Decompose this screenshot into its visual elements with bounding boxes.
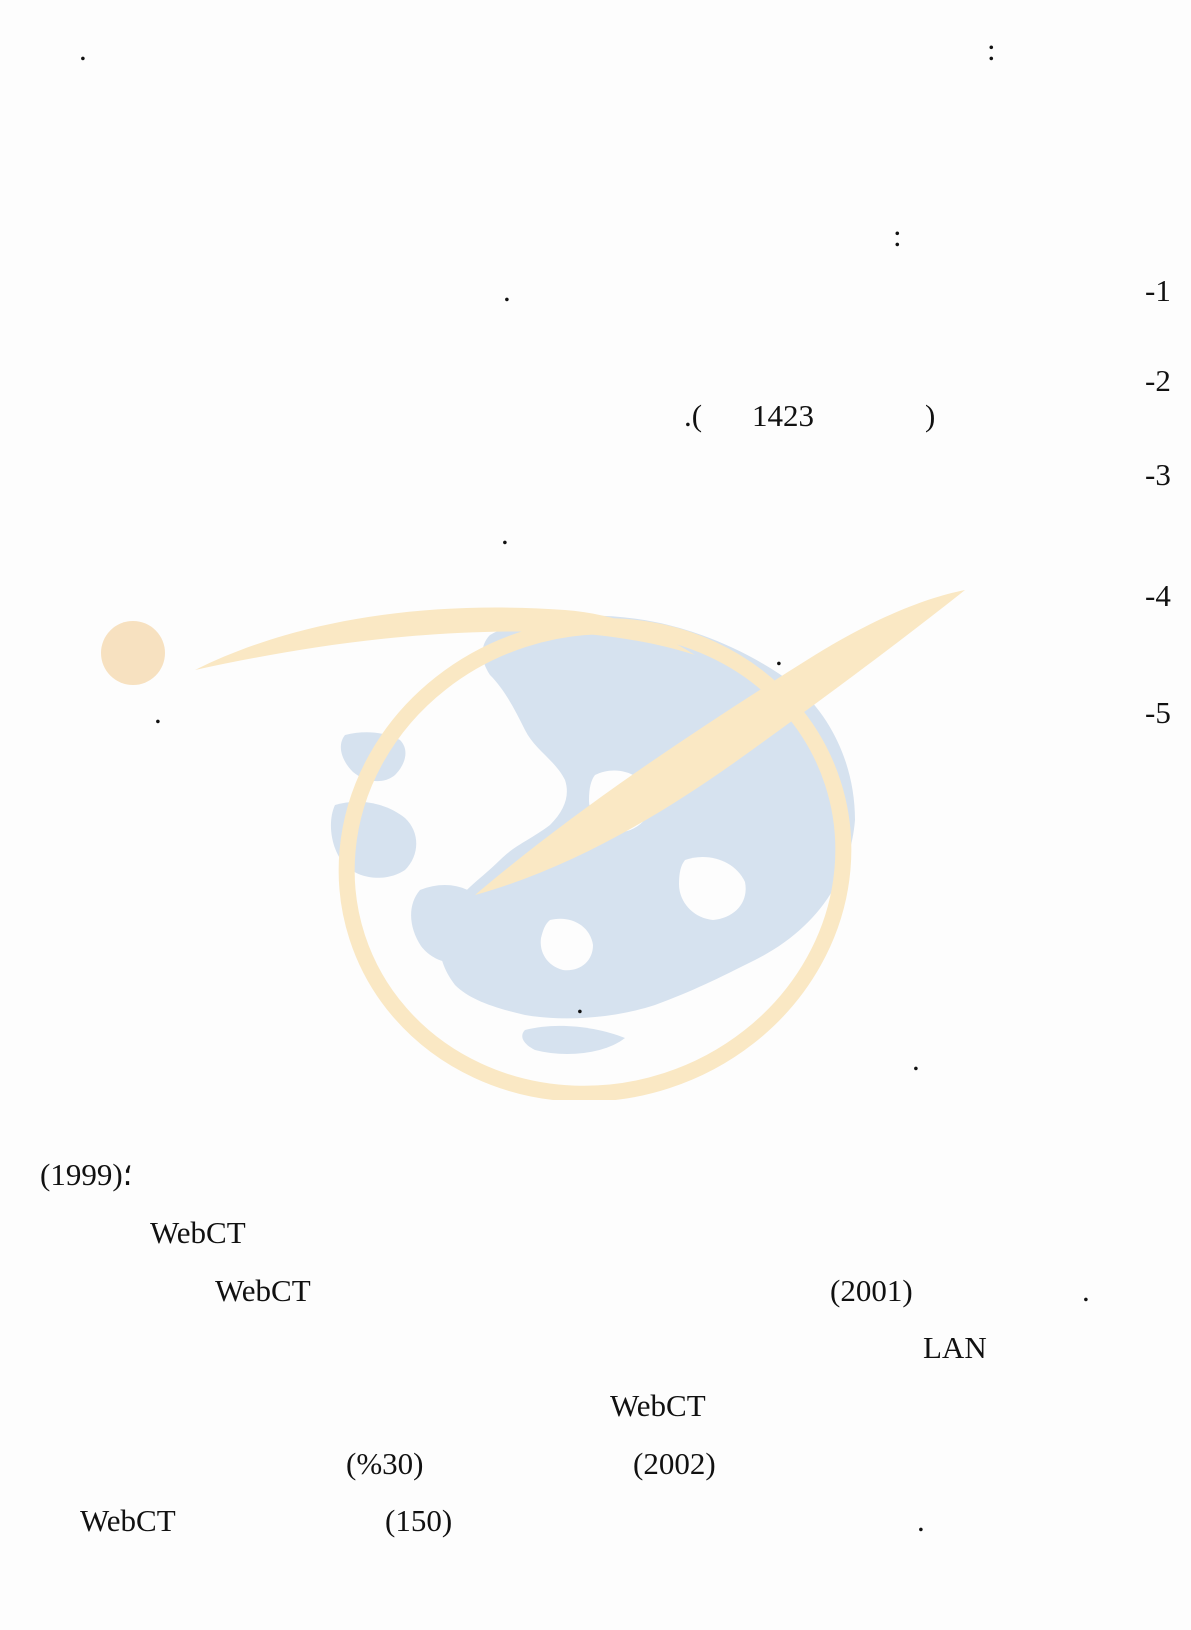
item-3-period: . [501,516,509,551]
webct-4: WebCT [80,1503,176,1538]
item-1-number: -1 [1145,273,1171,308]
item-2-citation-close: ) [925,398,936,433]
webct-3: WebCT [610,1388,706,1423]
year-2002: (2002) [633,1446,716,1481]
period-2001: . [1082,1273,1090,1308]
item-5-number: -5 [1145,695,1171,730]
top-colon-right: : [987,32,996,67]
top-period-left: . [79,32,87,67]
item-2-citation-year: 1423 [752,398,814,433]
globe-orbit-logo-watermark-icon [101,590,965,1100]
item-3-number: -3 [1145,457,1171,492]
item-2-citation-open: .( [684,398,703,433]
item-5-period: . [154,695,162,730]
item-4-number: -4 [1145,578,1171,613]
year-2001: (2001) [830,1273,913,1308]
item-4-period: . [775,637,783,672]
webct-2: WebCT [215,1273,311,1308]
section-colon: : [893,218,902,253]
year-1999: ؛(1999) [40,1157,133,1192]
period-last: . [917,1503,925,1538]
percent-30: (%30) [346,1446,424,1481]
item-2-number: -2 [1145,363,1171,398]
lan: LAN [923,1330,987,1365]
item-1-period: . [503,273,511,308]
period-lower: . [912,1042,920,1077]
period-mid: . [576,985,584,1020]
count-150: (150) [385,1503,453,1538]
webct-1: WebCT [150,1215,246,1250]
